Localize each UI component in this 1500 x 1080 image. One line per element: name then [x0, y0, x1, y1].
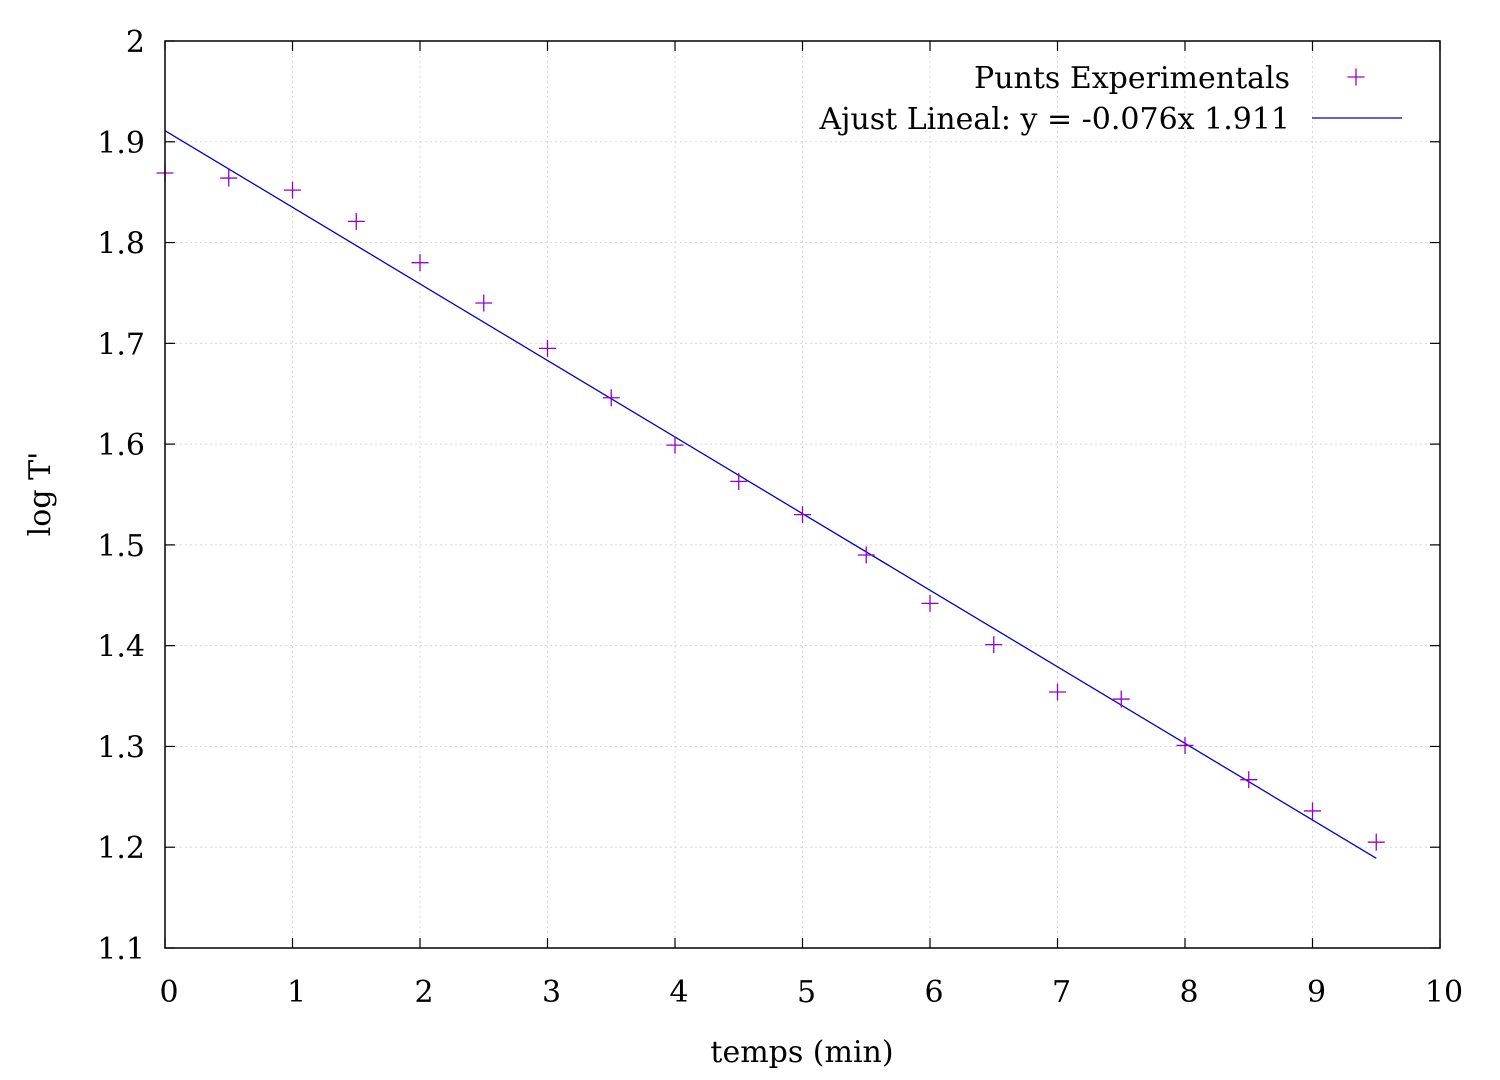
data-point [347, 212, 365, 230]
data-point [539, 339, 556, 357]
x-tick-label: 1 [287, 975, 306, 1010]
x-tick-label: 8 [1179, 975, 1198, 1010]
legend: Punts Experimentals Ajust Lineal: y = -0… [818, 61, 1402, 137]
y-axis-title: log T' [23, 452, 58, 537]
data-point [411, 254, 429, 272]
data-point [730, 472, 748, 490]
x-tick-label: 9 [1307, 975, 1326, 1010]
data-point [985, 636, 1003, 654]
tick-label-layer: 0 1 2 3 4 5 6 7 8 9 10 1.1 1.2 1.3 1.4 1.5 1.6 1.7 1.8 1.9 2 [97, 25, 1463, 1010]
y-tick-label: 1.4 [97, 630, 145, 665]
data-point [475, 294, 493, 312]
data-point [1367, 833, 1385, 851]
y-tick-label: 1.7 [97, 327, 145, 362]
tick-layer [164, 40, 1441, 949]
data-point [1176, 736, 1194, 754]
data-point [921, 594, 939, 612]
y-tick-label: 1.9 [97, 126, 145, 161]
data-point [284, 181, 301, 199]
data-point [602, 389, 620, 407]
x-tick-label: 7 [1052, 975, 1071, 1010]
x-tick-label: 4 [669, 975, 688, 1010]
legend-plus-marker [1347, 68, 1365, 86]
y-tick-label: 1.6 [97, 428, 145, 463]
x-tick-label: 2 [414, 975, 433, 1010]
grid-layer [165, 41, 1440, 948]
legend-label-fit: Ajust Lineal: y = -0.076x 1.911 [818, 102, 1290, 137]
y-tick-label: 2 [126, 25, 145, 60]
data-point [220, 169, 238, 187]
y-tick-label: 1.8 [97, 227, 145, 262]
data-point [1112, 690, 1130, 708]
data-point [1304, 802, 1321, 820]
fit-line-layer [164, 130, 1377, 859]
legend-plus-glyph [1347, 68, 1365, 86]
data-point [1049, 683, 1066, 701]
y-tick-label: 1.2 [97, 831, 145, 866]
x-tick-label: 6 [924, 975, 943, 1010]
y-tick-label: 1.5 [97, 529, 145, 564]
x-tick-label: 10 [1425, 975, 1463, 1010]
x-axis-title: temps (min) [710, 1035, 893, 1070]
x-tick-label: 5 [797, 975, 816, 1010]
data-point [1240, 771, 1258, 789]
data-point [857, 546, 875, 564]
y-tick-label: 1.1 [97, 932, 145, 967]
y-tick-label: 1.3 [97, 730, 145, 765]
fit-line [164, 130, 1377, 859]
data-points-layer [156, 164, 1385, 851]
data-point [794, 506, 811, 524]
x-tick-label: 0 [159, 975, 178, 1010]
data-point [666, 436, 684, 454]
legend-label-points: Punts Experimentals [974, 61, 1290, 96]
x-tick-label: 3 [542, 975, 561, 1010]
